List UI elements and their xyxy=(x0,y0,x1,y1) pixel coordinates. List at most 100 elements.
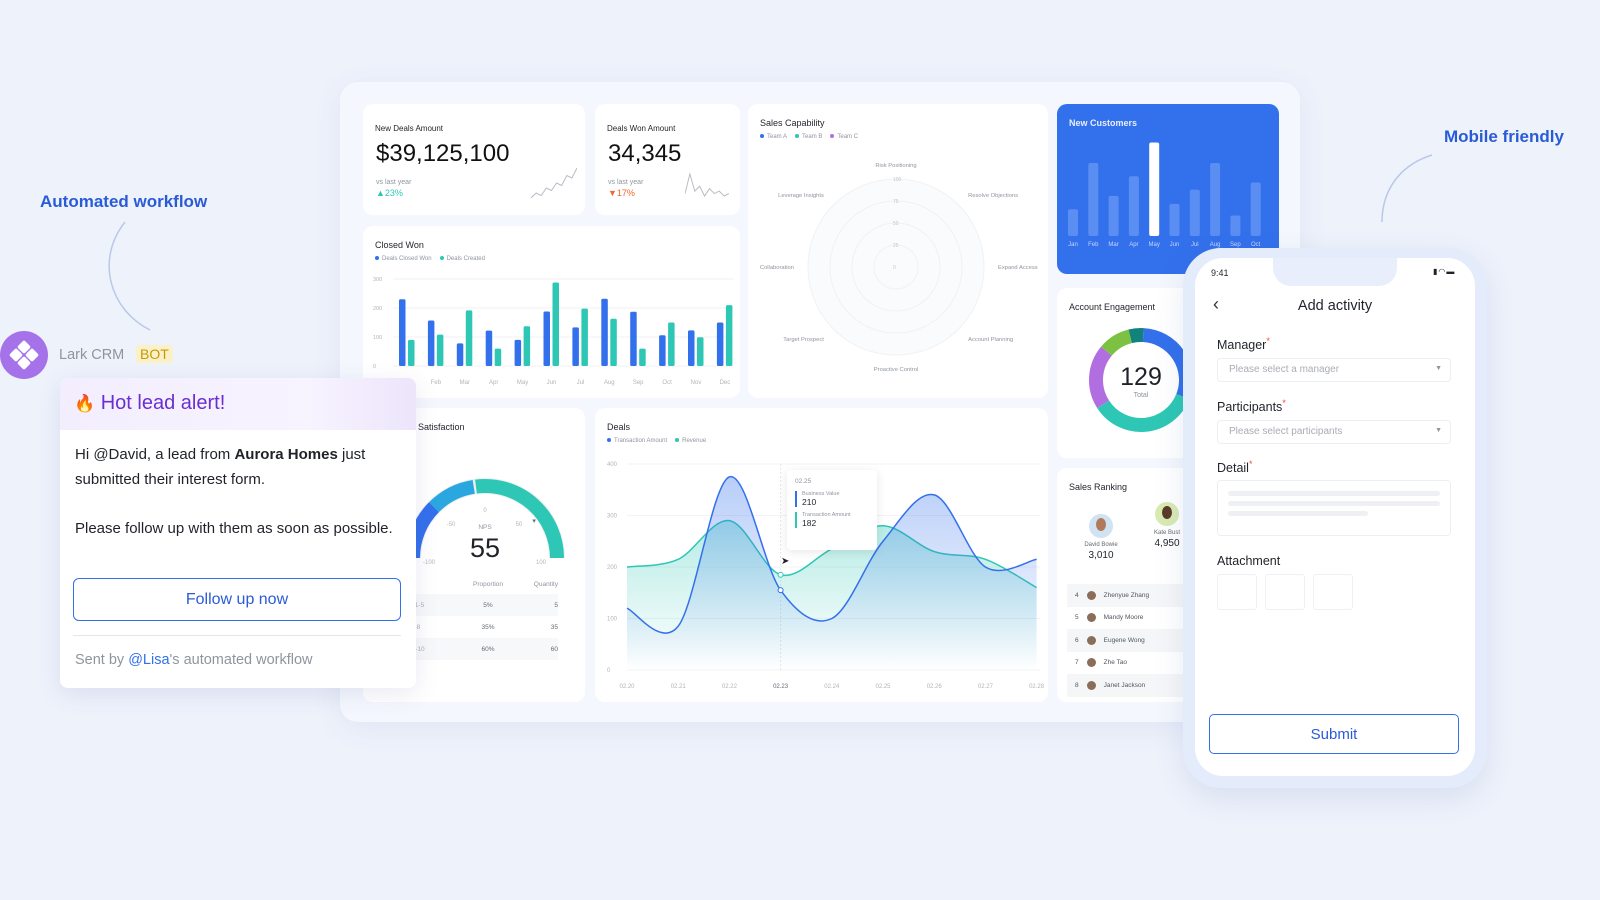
x-tick-label: May xyxy=(517,380,528,386)
x-tick-label: 02.20 xyxy=(619,684,635,690)
x-tick-label: Aug xyxy=(1210,242,1221,248)
submit-button[interactable]: Submit xyxy=(1209,714,1459,754)
radar-tick-label: 0 xyxy=(893,265,896,271)
card-title: Sales Ranking xyxy=(1069,482,1128,492)
bar xyxy=(485,330,493,366)
bar xyxy=(601,298,608,366)
deals-won-card[interactable]: Deals Won Amount 34,345 vs last year ▼17… xyxy=(595,104,740,215)
ranking-row[interactable]: 7 Zhe Tao xyxy=(1067,652,1197,675)
bar xyxy=(427,320,435,366)
ranking-row[interactable]: 6 Eugene Wong xyxy=(1067,629,1197,652)
x-tick-label: Aug xyxy=(604,380,615,386)
placeholder: Please select a manager xyxy=(1229,364,1340,375)
detail-label: Detail* xyxy=(1217,459,1253,476)
bar xyxy=(523,326,531,366)
phone-mockup: 9:41 ▮◠▬ ‹ Add activity Manager* Please … xyxy=(1183,248,1487,788)
spark-new-deals xyxy=(531,167,577,199)
new-customers-card: New Customers Jan Feb Mar Apr May Jun Jul Aug Se… xyxy=(1057,104,1279,274)
bar xyxy=(610,318,617,366)
attachment-label: Attachment xyxy=(1217,554,1281,568)
ranking-top-1[interactable]: Kate Bust 4,950 xyxy=(1145,502,1189,549)
ranking-row[interactable]: 4 Zhenyue Zhang xyxy=(1067,584,1197,607)
sender-name: Lark CRM xyxy=(59,347,125,363)
gauge-tick-label: 0 xyxy=(483,508,487,514)
legend: Team A Team B Team C xyxy=(760,134,858,140)
follow-up-button[interactable]: Follow up now xyxy=(73,578,401,621)
x-tick-label: Nov xyxy=(691,380,702,386)
bar xyxy=(725,305,733,366)
divider xyxy=(73,635,401,636)
bar xyxy=(1149,142,1160,236)
legend-dot xyxy=(607,438,611,443)
attachment-slot[interactable] xyxy=(1217,574,1257,610)
tooltip-value: 210 xyxy=(802,497,817,507)
radar-axis-label: Account Planning xyxy=(968,337,1013,343)
change-value: 23% xyxy=(384,188,403,198)
bar xyxy=(494,348,502,366)
legend-label: Team A xyxy=(767,134,788,140)
ranking-top-2[interactable]: David Bowie 3,010 xyxy=(1079,514,1123,561)
ranking-name: Eugene Wong xyxy=(1103,636,1145,644)
legend-dot xyxy=(675,438,680,443)
radar-grid xyxy=(807,178,985,356)
message-footer: Sent by @Lisa's automated workflow xyxy=(75,652,313,668)
x-tick-label: Jan xyxy=(1068,242,1078,248)
line-series-transaction-amount xyxy=(626,476,1037,634)
card-title: Satisfaction xyxy=(418,422,465,432)
legend-dot xyxy=(375,256,379,261)
sales-ranking-card: Sales Ranking David Bowie 3,010 Kate Bus… xyxy=(1057,468,1197,702)
participants-select[interactable]: Please select participants ▼ xyxy=(1217,420,1451,444)
legend-label: Deals Created xyxy=(446,256,485,262)
ranking-row[interactable]: 8 Janet Jackson xyxy=(1067,674,1197,697)
y-tick-label: 100 xyxy=(373,335,382,341)
bar xyxy=(716,322,724,366)
manager-select[interactable]: Please select a manager ▼ xyxy=(1217,358,1451,382)
legend-item: Revenue xyxy=(675,438,706,444)
x-tick-label: Apr xyxy=(1129,242,1138,248)
detail-textarea[interactable] xyxy=(1217,480,1451,536)
rank: 8 xyxy=(1075,681,1079,689)
bar xyxy=(572,327,579,366)
rank: 7 xyxy=(1075,659,1079,667)
new-deals-card[interactable]: New Deals Amount $39,125,100 vs last yea… xyxy=(363,104,585,215)
rank: 5 xyxy=(1075,614,1079,622)
x-tick-label: Oct xyxy=(662,380,672,386)
ranking-name: Janet Jackson xyxy=(1103,681,1146,689)
attachment-slot[interactable] xyxy=(1313,574,1353,610)
y-tick-label: 0 xyxy=(607,668,611,674)
gauge-segment xyxy=(406,502,440,559)
bar xyxy=(1108,195,1119,236)
x-tick-label: Feb xyxy=(431,380,442,386)
participants-label: Participants* xyxy=(1217,398,1286,415)
score-range: 9-10 xyxy=(411,645,425,653)
back-chevron-icon[interactable]: ‹ xyxy=(1213,294,1219,314)
screen-title: Add activity xyxy=(1297,298,1373,314)
radar-axis-label: Resolve Objections xyxy=(968,193,1018,199)
radar-axis-label: Proactive Control xyxy=(874,367,918,373)
legend-dot xyxy=(795,134,800,139)
y-tick-label: 300 xyxy=(607,514,618,520)
tooltip-value: 182 xyxy=(802,518,817,528)
mention-link[interactable]: @Lisa xyxy=(128,652,170,668)
attachment-slot[interactable] xyxy=(1265,574,1305,610)
deals-won-value: 34,345 xyxy=(608,140,682,167)
card-title: New Deals Amount xyxy=(375,124,444,133)
legend-label: Team B xyxy=(802,134,823,140)
vs-label: vs last year xyxy=(608,179,644,186)
radar-axis-label: Target Prospect xyxy=(783,337,824,343)
bar xyxy=(1068,209,1078,236)
card-title: Account Engagement xyxy=(1069,302,1156,312)
placeholder: Please select participants xyxy=(1229,426,1343,437)
gauge-pointer-icon: ▾ xyxy=(532,518,536,525)
ranking-row[interactable]: 5 Mandy Moore xyxy=(1067,607,1197,630)
fire-icon: 🔥 xyxy=(74,394,96,413)
card-title: Closed Won xyxy=(375,240,424,250)
bar xyxy=(543,311,550,366)
donut-total: 129 xyxy=(1120,363,1162,391)
x-tick-label: 02.23 xyxy=(773,684,789,690)
deals-card: Deals Transaction Amount Revenue 0 100 200 3… xyxy=(595,408,1048,702)
radar-chart: 0 25 50 75 100 Risk Positioning Resolve Object… xyxy=(760,163,1038,373)
x-tick-label: Sep xyxy=(633,380,644,386)
bar xyxy=(668,322,675,366)
mobile-friendly-label: Mobile friendly xyxy=(1444,127,1564,146)
